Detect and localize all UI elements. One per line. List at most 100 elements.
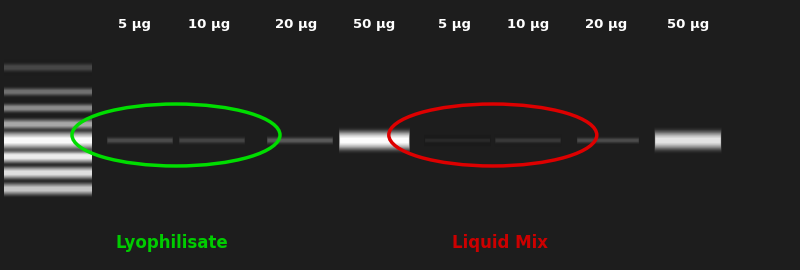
FancyBboxPatch shape <box>4 88 92 96</box>
FancyBboxPatch shape <box>339 129 410 152</box>
FancyBboxPatch shape <box>4 155 92 158</box>
FancyBboxPatch shape <box>4 87 92 96</box>
FancyBboxPatch shape <box>495 138 561 143</box>
FancyBboxPatch shape <box>268 139 332 141</box>
FancyBboxPatch shape <box>4 122 92 126</box>
FancyBboxPatch shape <box>496 139 560 141</box>
FancyBboxPatch shape <box>655 134 721 146</box>
FancyBboxPatch shape <box>577 138 639 143</box>
FancyBboxPatch shape <box>4 168 92 177</box>
FancyBboxPatch shape <box>577 138 639 143</box>
FancyBboxPatch shape <box>495 139 561 142</box>
FancyBboxPatch shape <box>179 137 245 144</box>
FancyBboxPatch shape <box>339 128 410 153</box>
FancyBboxPatch shape <box>4 181 92 197</box>
FancyBboxPatch shape <box>4 65 92 70</box>
FancyBboxPatch shape <box>4 186 92 192</box>
FancyBboxPatch shape <box>339 129 410 151</box>
FancyBboxPatch shape <box>107 138 173 143</box>
FancyBboxPatch shape <box>4 121 92 127</box>
FancyBboxPatch shape <box>425 139 490 142</box>
FancyBboxPatch shape <box>267 139 333 142</box>
FancyBboxPatch shape <box>4 64 92 71</box>
FancyBboxPatch shape <box>4 167 92 178</box>
FancyBboxPatch shape <box>4 104 92 112</box>
FancyBboxPatch shape <box>654 129 722 152</box>
FancyBboxPatch shape <box>426 139 490 141</box>
FancyBboxPatch shape <box>578 139 638 142</box>
FancyBboxPatch shape <box>4 183 92 195</box>
FancyBboxPatch shape <box>108 139 172 142</box>
FancyBboxPatch shape <box>4 185 92 193</box>
FancyBboxPatch shape <box>4 184 92 194</box>
FancyBboxPatch shape <box>4 107 92 109</box>
Text: Liquid Mix: Liquid Mix <box>452 234 548 252</box>
FancyBboxPatch shape <box>4 86 92 97</box>
FancyBboxPatch shape <box>577 137 639 144</box>
FancyBboxPatch shape <box>495 137 561 144</box>
FancyBboxPatch shape <box>577 136 639 145</box>
FancyBboxPatch shape <box>4 129 92 151</box>
Text: 20 μg: 20 μg <box>275 18 317 31</box>
FancyBboxPatch shape <box>4 119 92 129</box>
FancyBboxPatch shape <box>4 64 92 71</box>
FancyBboxPatch shape <box>340 137 409 144</box>
FancyBboxPatch shape <box>4 170 92 176</box>
Text: 10 μg: 10 μg <box>507 18 549 31</box>
FancyBboxPatch shape <box>4 120 92 129</box>
FancyBboxPatch shape <box>4 169 92 177</box>
FancyBboxPatch shape <box>106 136 174 145</box>
FancyBboxPatch shape <box>4 151 92 163</box>
FancyBboxPatch shape <box>655 136 721 145</box>
FancyBboxPatch shape <box>266 136 334 145</box>
FancyBboxPatch shape <box>4 85 92 98</box>
FancyBboxPatch shape <box>4 120 92 128</box>
Text: 50 μg: 50 μg <box>667 18 709 31</box>
FancyBboxPatch shape <box>107 137 173 144</box>
FancyBboxPatch shape <box>4 106 92 110</box>
FancyBboxPatch shape <box>495 136 561 144</box>
FancyBboxPatch shape <box>4 150 92 163</box>
FancyBboxPatch shape <box>4 187 92 191</box>
FancyBboxPatch shape <box>425 138 490 143</box>
FancyBboxPatch shape <box>4 103 92 113</box>
FancyBboxPatch shape <box>4 150 92 164</box>
FancyBboxPatch shape <box>4 148 92 165</box>
FancyBboxPatch shape <box>4 105 92 111</box>
Text: 10 μg: 10 μg <box>189 18 230 31</box>
FancyBboxPatch shape <box>4 120 92 128</box>
FancyBboxPatch shape <box>4 153 92 161</box>
FancyBboxPatch shape <box>107 138 173 143</box>
FancyBboxPatch shape <box>267 137 333 144</box>
FancyBboxPatch shape <box>340 136 409 145</box>
FancyBboxPatch shape <box>4 90 92 94</box>
FancyBboxPatch shape <box>495 137 561 144</box>
FancyBboxPatch shape <box>4 61 92 74</box>
FancyBboxPatch shape <box>578 138 638 143</box>
FancyBboxPatch shape <box>267 138 333 143</box>
FancyBboxPatch shape <box>180 139 244 142</box>
FancyBboxPatch shape <box>267 138 333 143</box>
FancyBboxPatch shape <box>179 138 245 143</box>
FancyBboxPatch shape <box>267 136 333 145</box>
FancyBboxPatch shape <box>4 104 92 112</box>
FancyBboxPatch shape <box>267 138 333 143</box>
FancyBboxPatch shape <box>4 66 92 69</box>
FancyBboxPatch shape <box>107 137 173 144</box>
FancyBboxPatch shape <box>4 62 92 73</box>
FancyBboxPatch shape <box>340 134 409 147</box>
FancyBboxPatch shape <box>577 137 639 144</box>
FancyBboxPatch shape <box>4 117 92 131</box>
FancyBboxPatch shape <box>655 132 721 149</box>
FancyBboxPatch shape <box>179 136 245 144</box>
FancyBboxPatch shape <box>4 148 92 165</box>
FancyBboxPatch shape <box>4 135 92 146</box>
FancyBboxPatch shape <box>107 138 173 143</box>
FancyBboxPatch shape <box>655 131 721 149</box>
FancyBboxPatch shape <box>4 166 92 180</box>
FancyBboxPatch shape <box>4 63 92 72</box>
FancyBboxPatch shape <box>425 138 490 143</box>
FancyBboxPatch shape <box>4 89 92 94</box>
FancyBboxPatch shape <box>654 128 722 153</box>
FancyBboxPatch shape <box>495 137 561 144</box>
